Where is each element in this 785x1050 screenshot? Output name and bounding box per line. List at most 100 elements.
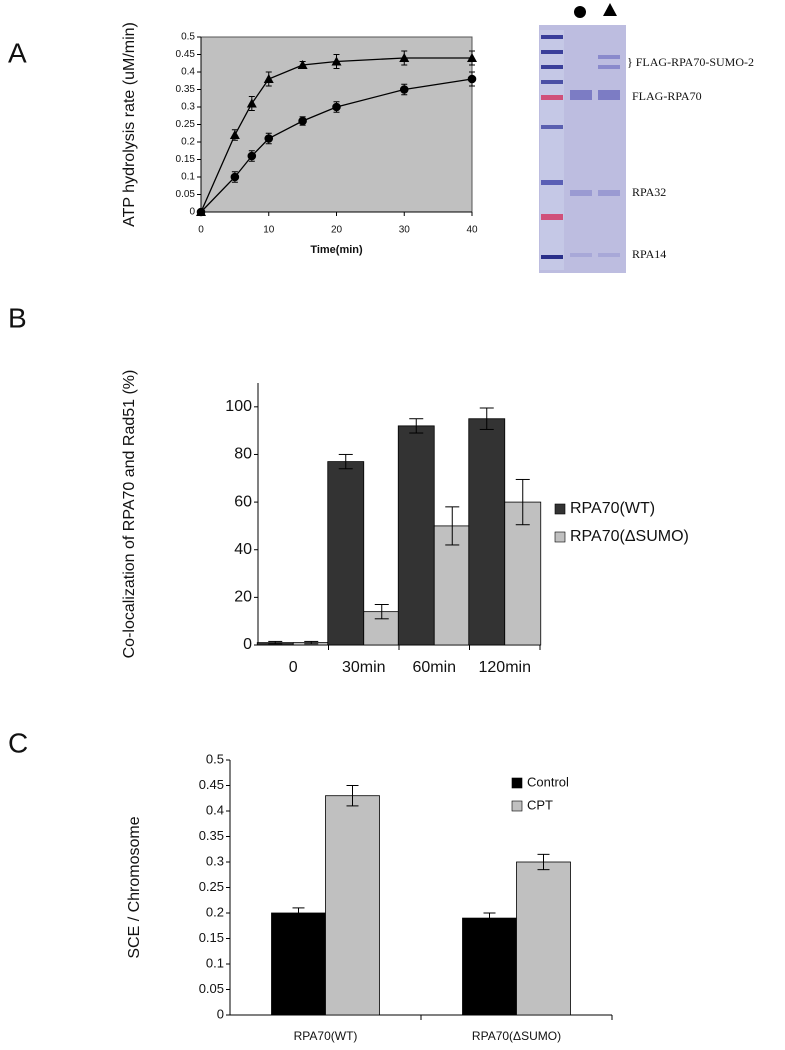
- x-tick-label: 60min: [412, 659, 456, 676]
- y-tick-label: 0.15: [176, 154, 196, 165]
- y-axis-label: ATP hydrolysis rate (uM/min): [121, 22, 138, 227]
- gel-label: } FLAG-RPA70-SUMO-2: [627, 55, 754, 69]
- x-tick-label: 10: [263, 225, 275, 236]
- y-tick-label: 0.3: [206, 853, 224, 868]
- data-point: [467, 53, 477, 62]
- panel-letter: C: [8, 727, 28, 758]
- protein-band: [598, 90, 620, 100]
- gel-image: [539, 3, 626, 273]
- legend-swatch: [511, 777, 523, 789]
- protein-band: [570, 190, 592, 196]
- legend-label: RPA70(WT): [570, 500, 655, 517]
- y-tick-label: 0.5: [181, 32, 195, 43]
- data-point: [246, 98, 257, 108]
- data-point: [467, 74, 477, 84]
- protein-band: [598, 190, 620, 196]
- x-tick-label: 40: [466, 225, 478, 236]
- gel-label: RPA14: [632, 247, 666, 261]
- bar: [468, 418, 506, 646]
- y-tick-label: 100: [225, 398, 252, 415]
- legend-swatch: [511, 800, 523, 812]
- lane-marker: [603, 3, 617, 16]
- x-tick-label: 0: [198, 225, 204, 236]
- y-tick-label: 0.25: [199, 879, 224, 894]
- data-point: [297, 60, 308, 69]
- x-axis-label: Time(min): [310, 244, 363, 256]
- data-point: [298, 116, 307, 126]
- data-point: [247, 151, 257, 161]
- y-tick-label: 0.2: [181, 137, 195, 148]
- bar: [327, 461, 365, 646]
- data-point: [229, 130, 240, 139]
- data-point: [230, 172, 240, 182]
- legend-label: Control: [527, 774, 569, 789]
- ladder-band: [541, 50, 563, 54]
- y-tick-label: 0.1: [206, 955, 224, 970]
- legend-swatch: [554, 503, 566, 515]
- ladder-band: [541, 35, 563, 39]
- bar: [325, 795, 380, 1016]
- y-tick-label: 0.35: [176, 84, 196, 95]
- x-tick-label: 30min: [342, 659, 386, 676]
- y-tick-label: 80: [234, 446, 252, 463]
- gel-label: FLAG-RPA70: [632, 89, 702, 103]
- legend-swatch: [554, 531, 566, 543]
- bar: [504, 501, 542, 646]
- bar: [462, 917, 517, 1016]
- y-tick-label: 0: [189, 207, 195, 218]
- data-point: [399, 53, 410, 62]
- bar: [397, 425, 435, 646]
- y-axis-label: Co-localization of RPA70 and Rad51 (%): [121, 370, 138, 659]
- protein-band: [570, 253, 592, 257]
- ladder-band: [541, 180, 563, 185]
- x-tick-label: 120min: [479, 659, 531, 676]
- protein-band: [598, 55, 620, 59]
- legend-label: RPA70(ΔSUMO): [570, 528, 689, 545]
- y-axis-label: SCE / Chromosome: [126, 816, 143, 958]
- x-tick-label: 20: [331, 225, 343, 236]
- y-tick-label: 60: [234, 493, 252, 510]
- bar: [271, 912, 326, 1016]
- ladder-lane: [540, 30, 564, 270]
- y-tick-label: 20: [234, 589, 252, 606]
- ladder-band: [541, 125, 563, 129]
- y-tick-label: 0: [217, 1006, 224, 1021]
- gel-label: RPA32: [632, 185, 666, 199]
- y-tick-label: 0.35: [199, 828, 224, 843]
- y-tick-label: 0.1: [181, 172, 195, 183]
- ladder-band: [541, 65, 563, 69]
- series-line: [200, 78, 473, 213]
- ladder-band: [541, 214, 563, 220]
- y-tick-label: 0.4: [181, 67, 195, 78]
- y-tick-label: 0.25: [176, 119, 196, 130]
- y-tick-label: 0.4: [206, 802, 224, 817]
- protein-band: [598, 65, 620, 69]
- y-tick-label: 0.45: [199, 777, 224, 792]
- data-point: [331, 56, 342, 66]
- y-tick-label: 0.05: [176, 189, 196, 200]
- lane-marker: [574, 6, 586, 18]
- x-tick-label: 30: [399, 225, 411, 236]
- legend-label: CPT: [527, 797, 553, 812]
- panel-letter: A: [8, 37, 27, 68]
- y-tick-label: 0.2: [206, 904, 224, 919]
- y-tick-label: 40: [234, 541, 252, 558]
- data-point: [264, 134, 274, 143]
- ladder-band: [541, 255, 563, 259]
- x-tick-label: RPA70(WT): [294, 1029, 358, 1043]
- y-tick-label: 0.15: [199, 930, 224, 945]
- bar: [516, 861, 571, 1016]
- x-tick-label: RPA70(ΔSUMO): [472, 1029, 561, 1043]
- y-tick-label: 0.45: [176, 49, 196, 60]
- protein-band: [570, 90, 592, 100]
- y-tick-label: 0.05: [199, 981, 224, 996]
- data-point: [263, 74, 274, 83]
- data-point: [196, 207, 206, 216]
- ladder-band: [541, 95, 563, 100]
- panel-letter: B: [8, 302, 27, 333]
- data-point: [332, 102, 341, 112]
- data-point: [399, 85, 409, 94]
- y-tick-label: 0.3: [181, 102, 195, 113]
- ladder-band: [541, 80, 563, 84]
